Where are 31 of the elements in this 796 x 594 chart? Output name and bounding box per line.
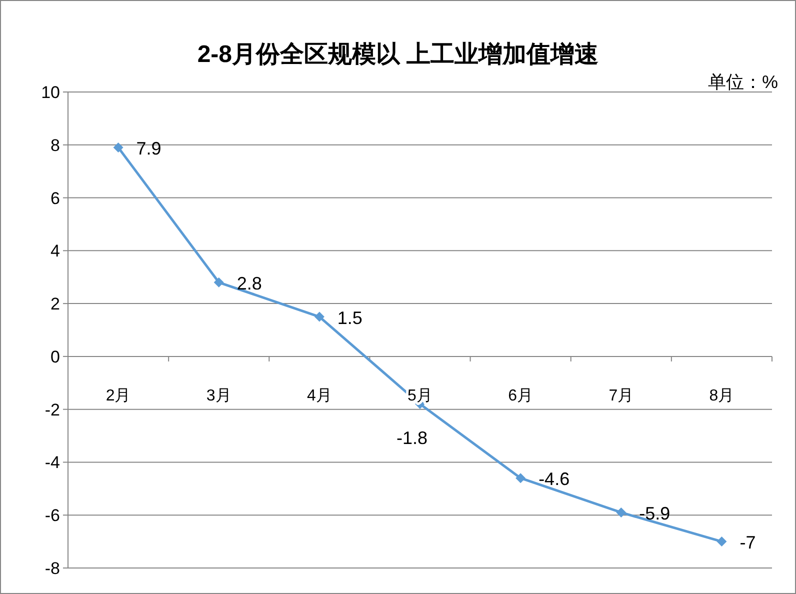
y-tick-label: 0 [50, 347, 60, 366]
x-tick-label: 4月 [306, 387, 332, 404]
y-tick-label: -8 [44, 559, 60, 578]
point [214, 277, 224, 288]
data-label: 2.8 [236, 273, 262, 294]
y-tick-label: 8 [50, 136, 60, 155]
point [314, 312, 324, 322]
y-tick-label: -2 [44, 400, 60, 420]
text: 单位：% [708, 72, 778, 92]
point [113, 142, 124, 153]
y-tick-label: 4 [50, 242, 60, 261]
chart-title: 2-8月份全区规模以 上工业增加值增速 [197, 41, 599, 68]
y-tick-label: -6 [44, 506, 60, 526]
data-label: -7 [740, 532, 756, 553]
y-tick-label: 2 [50, 294, 60, 314]
data-label: -5.9 [639, 503, 670, 524]
x-tick-label: 2月 [106, 387, 131, 404]
point [516, 473, 526, 484]
data-label: 1.5 [337, 308, 362, 328]
data-label: -1.8 [396, 428, 428, 448]
x-tick-label: 6月 [508, 387, 534, 404]
y-tick-label: 10 [41, 83, 60, 102]
y-tick-label: -4 [44, 453, 60, 472]
data-label: -4.6 [538, 469, 570, 490]
x-tick-label: 7月 [608, 387, 634, 404]
x-tick-label: 8月 [709, 387, 734, 404]
x-tick-label: 3月 [206, 387, 232, 404]
point [616, 507, 626, 518]
data-label: 7.9 [136, 138, 162, 159]
point [716, 536, 727, 547]
y-tick-label: 6 [50, 188, 60, 208]
